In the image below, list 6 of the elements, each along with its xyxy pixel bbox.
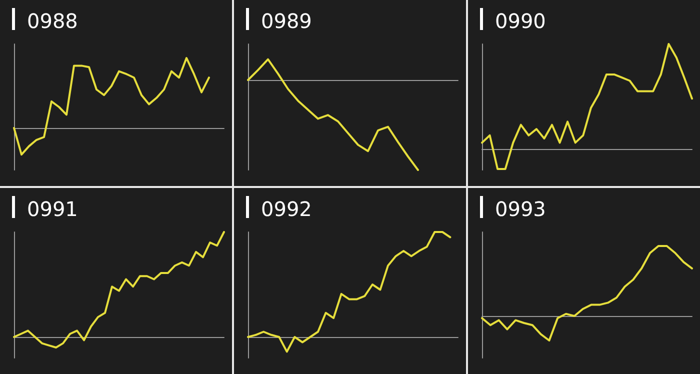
chart-title: 0992 bbox=[261, 197, 312, 221]
chart-title: 0993 bbox=[495, 197, 546, 221]
chart-title: 0988 bbox=[27, 9, 78, 33]
chart-title: 0989 bbox=[261, 9, 312, 33]
chart-title: 0990 bbox=[495, 9, 546, 33]
chart-title: 0991 bbox=[27, 197, 78, 221]
